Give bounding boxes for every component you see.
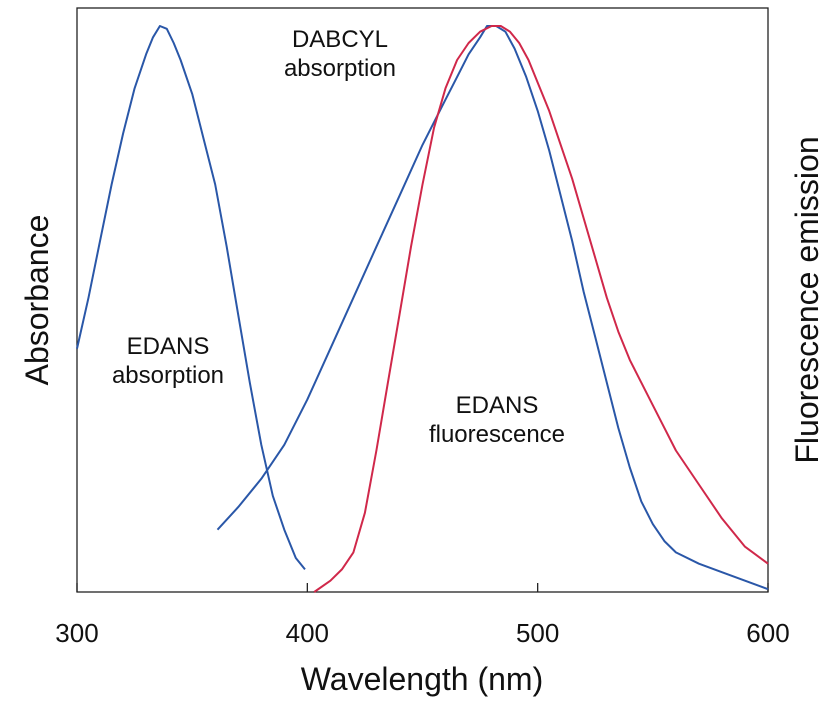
- x-tick-label-600: 600: [746, 618, 789, 648]
- edans-absorption-line: [76, 25, 306, 571]
- x-axis-ticks: 300 400 500 600: [55, 583, 790, 648]
- x-axis-label: Wavelength (nm): [301, 661, 543, 697]
- label-line: absorption: [284, 55, 396, 82]
- label-line: DABCYL: [292, 26, 388, 53]
- y-axis-label-right: Fluorescence emission: [789, 136, 825, 463]
- label-line: fluorescence: [429, 421, 565, 448]
- plot-frame: [76, 7, 769, 593]
- label-line: EDANS: [456, 392, 539, 419]
- series-layer: [76, 25, 769, 593]
- y-axis-label-left: Absorbance: [19, 215, 55, 386]
- edans-absorption-label: EDANS absorption: [112, 333, 224, 389]
- dabcyl-absorption-line: [216, 25, 769, 591]
- x-tick-label-400: 400: [286, 618, 329, 648]
- x-tick-label-300: 300: [55, 618, 98, 648]
- label-line: absorption: [112, 362, 224, 389]
- x-tick-label-500: 500: [516, 618, 559, 648]
- edans-fluorescence-line: [313, 25, 769, 593]
- dabcyl-absorption-label: DABCYL absorption: [284, 26, 396, 82]
- edans-fluorescence-label: EDANS fluorescence: [429, 392, 565, 448]
- label-line: EDANS: [127, 333, 210, 360]
